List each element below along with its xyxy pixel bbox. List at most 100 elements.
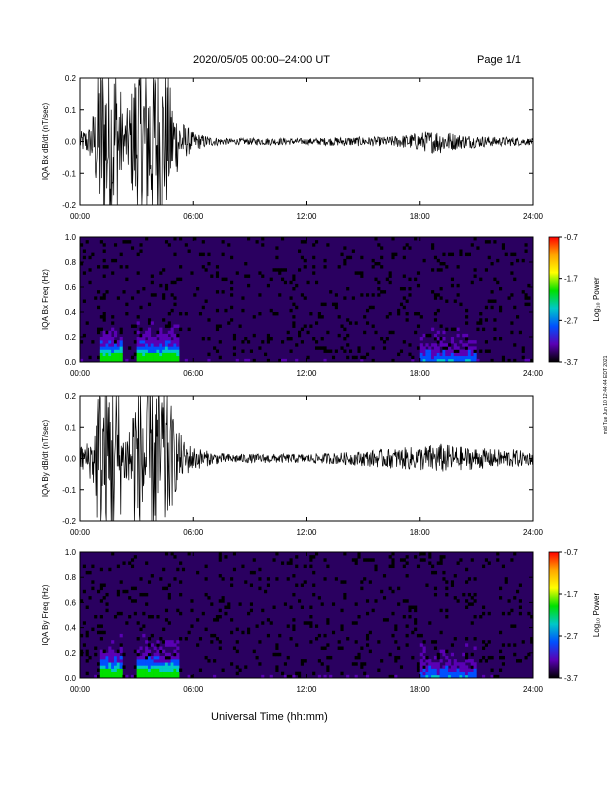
x-tick-label: 00:00: [70, 369, 91, 378]
heatmap-cell: [439, 558, 443, 562]
heatmap-cell: [119, 674, 123, 679]
heatmap-cell: [102, 296, 106, 300]
heatmap-cell: [408, 605, 412, 609]
heatmap-cell: [422, 646, 426, 650]
heatmap-cell: [136, 346, 140, 350]
heatmap-cell: [402, 296, 406, 300]
heatmap-cell: [473, 599, 477, 603]
heatmap-cell: [360, 255, 364, 260]
heatmap-cell: [487, 299, 491, 303]
heatmap-cell: [448, 659, 452, 663]
heatmap-cell: [136, 665, 140, 669]
heatmap-cell: [524, 655, 528, 660]
heatmap-cell: [133, 665, 137, 669]
heatmap-cell: [521, 258, 525, 263]
heatmap-cell: [439, 268, 443, 272]
heatmap-cell: [363, 330, 367, 335]
heatmap-cell: [159, 662, 163, 666]
heatmap-cell: [286, 674, 290, 679]
heatmap-cell: [360, 586, 364, 591]
heatmap-cell: [150, 665, 154, 669]
heatmap-cell: [473, 358, 477, 363]
heatmap-cell: [309, 558, 313, 562]
heatmap-cell: [380, 265, 384, 269]
heatmap-cell: [309, 640, 313, 644]
y-tick-label: 1.0: [65, 233, 77, 242]
heatmap-cell: [159, 671, 163, 676]
heatmap-cell: [343, 337, 347, 341]
heatmap-cell: [159, 655, 163, 660]
heatmap-cell: [397, 602, 401, 606]
heatmap-cell: [433, 293, 438, 297]
heatmap-cell: [521, 349, 525, 353]
heatmap-cell: [125, 358, 129, 363]
heatmap-cell: [113, 355, 118, 360]
x-tick-label: 12:00: [296, 528, 317, 537]
heatmap-cell: [275, 665, 279, 669]
heatmap-cell: [450, 580, 455, 584]
heatmap-cell: [142, 624, 146, 628]
heatmap-cell: [329, 290, 333, 294]
heatmap-cell: [425, 665, 429, 669]
heatmap-cell: [82, 249, 86, 253]
heatmap-cell: [433, 255, 438, 260]
heatmap-cell: [147, 352, 152, 357]
heatmap-cell: [113, 655, 118, 660]
heatmap-cell: [164, 655, 169, 660]
heatmap-cell: [499, 308, 503, 313]
heatmap-cell: [428, 333, 432, 338]
heatmap-cell: [133, 555, 137, 559]
heatmap-cell: [388, 274, 392, 278]
heatmap-cell: [269, 308, 273, 313]
heatmap-cell: [303, 580, 307, 584]
heatmap-cell: [377, 243, 381, 247]
heatmap-cell: [261, 274, 265, 278]
heatmap-cell: [108, 337, 112, 341]
heatmap-cell: [473, 352, 477, 357]
heatmap-cell: [453, 637, 457, 641]
heatmap-cell: [99, 655, 103, 660]
heatmap-cell: [80, 649, 84, 654]
heatmap-cell: [176, 662, 180, 666]
heatmap-cell: [317, 633, 321, 638]
colorbar-tick-label: -0.7: [564, 548, 578, 557]
heatmap-cell: [456, 352, 460, 357]
heatmap-cell: [156, 643, 160, 647]
heatmap-cell: [102, 318, 106, 322]
heatmap-cell: [173, 352, 177, 357]
heatmap-cell: [156, 343, 160, 347]
heatmap-cell: [96, 330, 101, 335]
heatmap-cell: [283, 662, 287, 666]
heatmap-cell: [99, 343, 103, 347]
heatmap-cell: [102, 583, 106, 587]
heatmap-cell: [94, 615, 98, 619]
heatmap-cell: [221, 277, 225, 282]
heatmap-cell: [153, 674, 157, 679]
heatmap-cell: [176, 337, 180, 341]
heatmap-cell: [173, 302, 177, 307]
heatmap-cell: [391, 589, 395, 594]
heatmap-cell: [391, 561, 395, 565]
heatmap-cell: [448, 343, 452, 347]
heatmap-cell: [238, 324, 242, 328]
heatmap-cell: [145, 355, 149, 360]
heatmap-cell: [467, 252, 472, 257]
heatmap-cell: [139, 349, 143, 353]
heatmap-cell: [159, 637, 163, 641]
heatmap-cell: [91, 627, 95, 632]
heatmap-cell: [479, 318, 483, 322]
heatmap-cell: [394, 659, 398, 663]
heatmap-cell: [261, 674, 265, 679]
heatmap-cell: [371, 305, 375, 310]
heatmap-cell: [482, 564, 486, 569]
heatmap-cell: [142, 662, 146, 666]
heatmap-cell: [147, 330, 152, 335]
heatmap-cell: [91, 564, 95, 569]
heatmap-cell: [94, 652, 98, 657]
heatmap-cell: [527, 283, 531, 288]
heatmap-cell: [170, 327, 174, 332]
heatmap-cell: [445, 327, 449, 332]
heatmap-cell: [159, 283, 163, 288]
heatmap-cell: [479, 312, 483, 316]
heatmap-cell: [453, 343, 457, 347]
